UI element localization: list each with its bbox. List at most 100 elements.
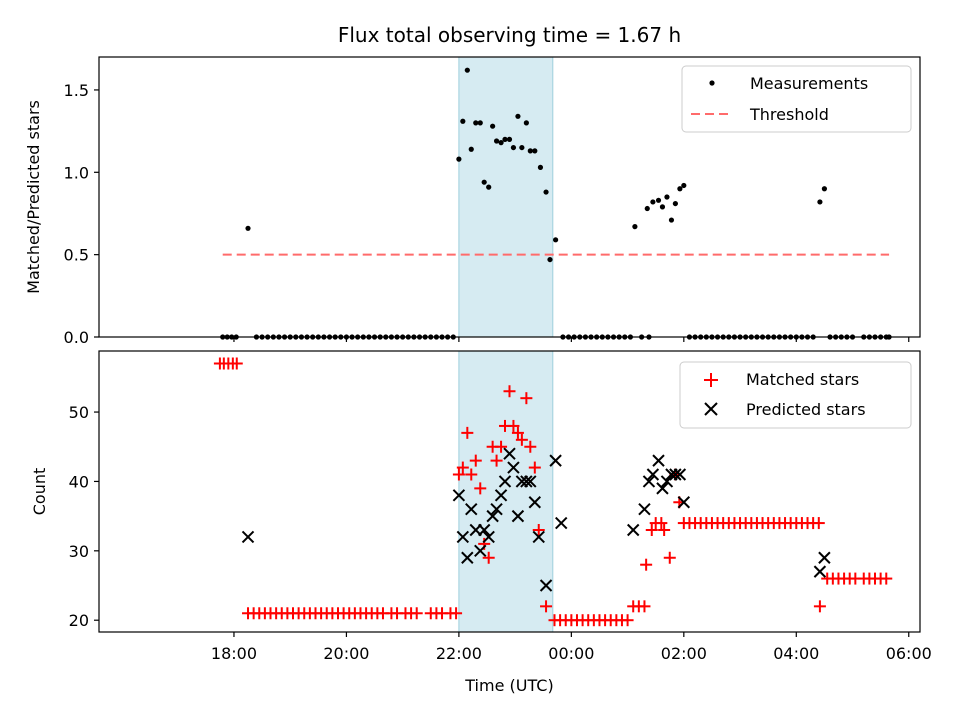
predicted-star-point	[520, 475, 533, 488]
count-y-tick-label: 40	[69, 472, 89, 491]
predicted-star-point	[638, 502, 651, 516]
measurement-point	[468, 146, 474, 152]
measurement-point	[681, 182, 687, 189]
measurement-point	[664, 194, 670, 200]
predicted-star-point	[555, 516, 568, 530]
legend-predicted-label: Predicted stars	[746, 400, 866, 419]
predicted-star-point	[494, 489, 508, 502]
predicted-star-point	[465, 502, 478, 516]
matched-star-point	[511, 426, 524, 439]
matched-star-point	[812, 517, 825, 530]
predicted-star-point	[652, 454, 665, 467]
time-x-tick-label: 02:00	[661, 644, 707, 663]
measurement-point	[817, 199, 823, 205]
measurement-point	[498, 140, 504, 146]
measurement-point	[655, 197, 662, 203]
measurement-point	[543, 189, 549, 195]
legend-matched-marker	[704, 373, 718, 387]
ratio-y-tick-label: 0.0	[64, 328, 89, 347]
matched-star-point	[495, 440, 508, 453]
count-legend: Matched stars Predicted stars	[679, 361, 912, 429]
measurement-point	[547, 256, 553, 263]
matched-star-point	[474, 482, 487, 495]
ratio-y-axis-label: Matched/Predicted stars	[24, 100, 43, 294]
time-x-axis-label: Time (UTC)	[464, 676, 553, 695]
legend-threshold-label: Threshold	[749, 105, 829, 124]
matched-star-point	[490, 454, 503, 467]
matched-star-point	[524, 440, 537, 453]
predicted-star-point	[477, 523, 491, 537]
legend-predicted-marker	[704, 402, 718, 416]
count-panel-frame	[98, 350, 921, 633]
matched-star-point	[528, 461, 541, 474]
measurement-point	[632, 224, 638, 230]
measurement-point	[668, 217, 675, 223]
ratio-panel-frame	[98, 56, 921, 338]
measurement-point	[245, 225, 251, 231]
predicted-star-point	[656, 482, 669, 495]
predicted-star-point	[549, 454, 562, 467]
matched-star-point	[507, 419, 520, 432]
predicted-star-point	[474, 544, 487, 558]
ratio-panel: 0.0 0.5 1.0 1.5 Flux total observing time =…	[24, 23, 921, 347]
count-y-axis-label: Count	[30, 468, 49, 516]
matched-star-point	[645, 524, 658, 537]
measurement-point	[523, 120, 529, 126]
matched-star-point	[880, 572, 893, 585]
count-y-tick-label: 50	[69, 403, 89, 422]
measurement-point	[510, 144, 517, 151]
matched-star-point	[461, 426, 474, 439]
matched-star-point	[482, 551, 495, 564]
measurement-point	[477, 120, 483, 126]
predicted-star-point	[503, 447, 516, 460]
predicted-stars-points	[241, 447, 831, 592]
matched-star-point	[813, 600, 826, 613]
time-x-tick-label: 04:00	[773, 644, 819, 663]
matched-star-point	[450, 607, 463, 620]
time-x-tick-label: 18:00	[211, 644, 257, 663]
measurement-point	[456, 156, 462, 162]
measurement-point	[506, 136, 513, 142]
legend-matched-label: Matched stars	[746, 370, 859, 389]
matched-star-point	[520, 392, 533, 405]
ratio-x-ticks	[233, 337, 910, 342]
predicted-star-point	[456, 530, 470, 544]
measurement-point	[553, 237, 559, 243]
predicted-star-point	[627, 523, 640, 537]
count-panel: 20 30 40 50 18:00 20:00 22:00 00:00 02:00 04:00 0…	[30, 350, 932, 695]
predicted-star-point	[452, 489, 466, 502]
measurement-point	[481, 179, 487, 185]
measurement-point	[486, 184, 492, 190]
time-x-tick-label: 20:00	[323, 644, 369, 663]
matched-star-point	[663, 551, 676, 564]
measurement-point	[464, 67, 470, 73]
measurement-point	[650, 199, 656, 205]
legend-measurements-label: Measurements	[750, 74, 868, 93]
predicted-star-point	[677, 496, 691, 509]
predicted-star-point	[642, 475, 656, 488]
matched-star-point	[658, 524, 671, 537]
observing-window-shade	[458, 56, 554, 338]
time-x-tick-label: 00:00	[548, 644, 594, 663]
predicted-star-point	[461, 551, 474, 564]
predicted-star-point	[507, 461, 520, 474]
measurement-point	[502, 136, 508, 142]
matched-star-point	[640, 558, 653, 571]
predicted-star-point	[818, 551, 831, 564]
matched-star-point	[503, 385, 516, 398]
matched-star-point	[540, 600, 553, 613]
count-y-axis: 20 30 40 50	[69, 403, 99, 630]
ratio-legend-box	[681, 65, 912, 133]
measurement-point	[460, 118, 466, 124]
measurement-point	[821, 186, 828, 192]
measurement-point	[532, 148, 538, 154]
measurement-point	[672, 200, 678, 207]
measurement-point	[659, 204, 666, 210]
matched-star-point	[230, 357, 243, 370]
matched-star-point	[452, 468, 465, 481]
predicted-star-point	[673, 468, 687, 481]
measurement-point	[490, 123, 496, 129]
matched-star-point	[465, 468, 478, 481]
matched-star-point	[515, 433, 528, 446]
predicted-star-point	[532, 530, 545, 544]
